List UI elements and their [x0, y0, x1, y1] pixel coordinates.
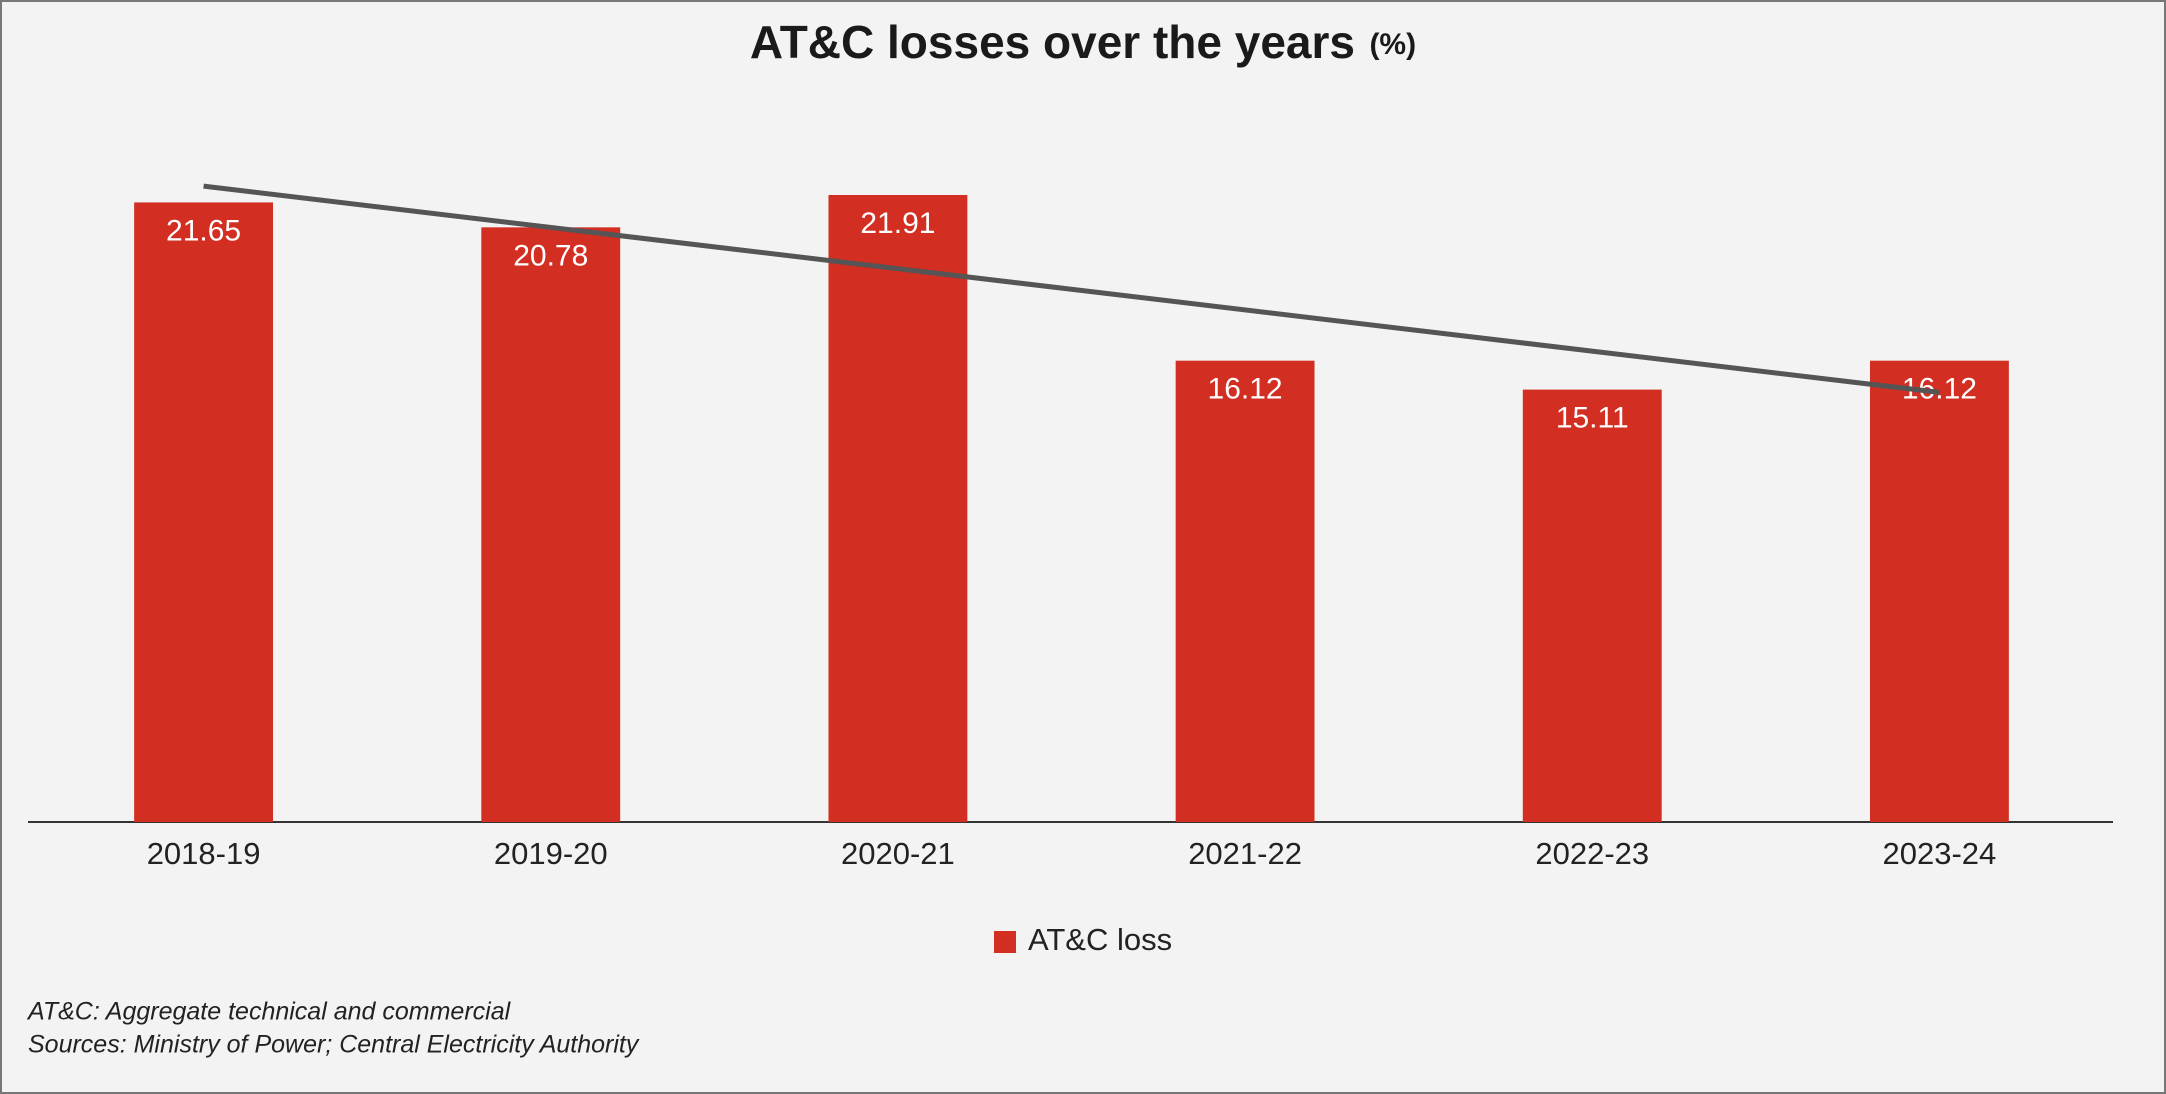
chart-subtitle: (%): [1369, 28, 1416, 61]
chart-title: AT&C losses over the years: [750, 16, 1355, 68]
footnote: AT&C: Aggregate technical and commercial: [26, 998, 512, 1026]
x-tick-label: 2022-23: [1535, 836, 1649, 871]
x-tick-label: 2019-20: [494, 836, 608, 871]
value-label: 21.91: [860, 207, 935, 240]
x-tick-label: 2020-21: [841, 836, 955, 871]
x-tick-label: 2021-22: [1188, 836, 1302, 871]
bar: [134, 202, 274, 823]
value-label: 20.78: [513, 239, 588, 272]
trendline: [203, 183, 1940, 395]
bar: [1175, 360, 1315, 822]
legend-swatch: [994, 931, 1016, 953]
value-label: 15.11: [1556, 402, 1629, 435]
bar: [1869, 360, 2009, 822]
x-tick-label: 2018-19: [147, 836, 261, 871]
bar: [481, 227, 621, 823]
bar: [828, 195, 968, 822]
value-label: 16.12: [1208, 373, 1283, 406]
chart-title-group: AT&C losses over the years (%): [750, 16, 1416, 68]
bar: [1522, 389, 1662, 822]
legend-label: AT&C loss: [1028, 922, 1172, 957]
x-tick-label: 2023-24: [1883, 836, 1997, 871]
value-label: 21.65: [166, 214, 241, 247]
footnote: Sources: Ministry of Power; Central Elec…: [28, 1031, 640, 1059]
